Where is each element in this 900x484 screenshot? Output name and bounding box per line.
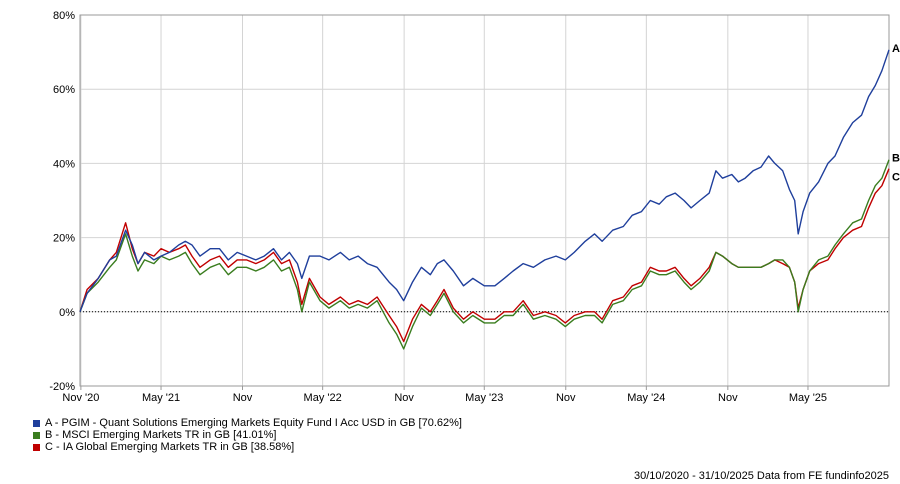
end-label-c: C [892,172,900,184]
legend-label-b: B - MSCI Emerging Markets TR in GB [41.0… [45,429,277,441]
x-tick-label: May '25 [789,392,827,404]
footer-date-range: 30/10/2020 - 31/10/2025 [633,470,754,482]
x-tick-label: Nov [556,392,576,404]
x-tick-label: May '23 [465,392,503,404]
legend-label-a: A - PGIM - Quant Solutions Emerging Mark… [45,417,462,429]
legend-item-c: C - IA Global Emerging Markets TR in GB … [33,441,462,453]
y-tick-label: 80% [53,10,75,22]
series-line-a [79,49,890,313]
end-label-b: B [892,153,900,165]
legend-swatch-b [33,431,40,439]
chart-legend: A - PGIM - Quant Solutions Emerging Mark… [33,417,462,453]
chart-grid [80,14,889,387]
series-line-b [79,159,890,350]
y-axis-ticks: 80% 60% 40% 20% 0% -20% [49,10,75,393]
legend-swatch-a [33,419,40,427]
y-tick-label: 40% [53,158,75,170]
legend-label-c: C - IA Global Emerging Markets TR in GB … [45,441,295,453]
y-tick-label: 60% [53,84,75,96]
chart-footer: 30/10/2020 - 31/10/2025 Data from FE fun… [634,470,889,482]
x-tick-label: Nov [718,392,738,404]
end-label-a: A [892,43,900,55]
x-tick-label: Nov '20 [62,392,99,404]
legend-swatch-c [33,443,40,451]
legend-item-b: B - MSCI Emerging Markets TR in GB [41.0… [33,429,462,441]
y-tick-label: 0% [59,307,75,319]
x-tick-label: May '24 [627,392,665,404]
footer-source: Data from FE fundinfo2025 [756,470,889,482]
x-tick-label: Nov [394,392,414,404]
performance-chart: 80% 60% 40% 20% 0% -20% Nov '20 May '21 Nov May … [49,10,900,404]
x-tick-label: Nov [233,392,253,404]
x-axis-ticks: Nov '20 May '21 Nov May '22 Nov May '23 Nov May… [62,386,827,404]
series-end-labels: A BC [892,43,900,184]
y-tick-label: -20% [49,381,75,393]
y-tick-label: 20% [53,233,75,245]
x-tick-label: May '22 [304,392,342,404]
x-tick-label: May '21 [142,392,180,404]
legend-item-a: A - PGIM - Quant Solutions Emerging Mark… [33,417,462,429]
series-lines [79,49,890,350]
